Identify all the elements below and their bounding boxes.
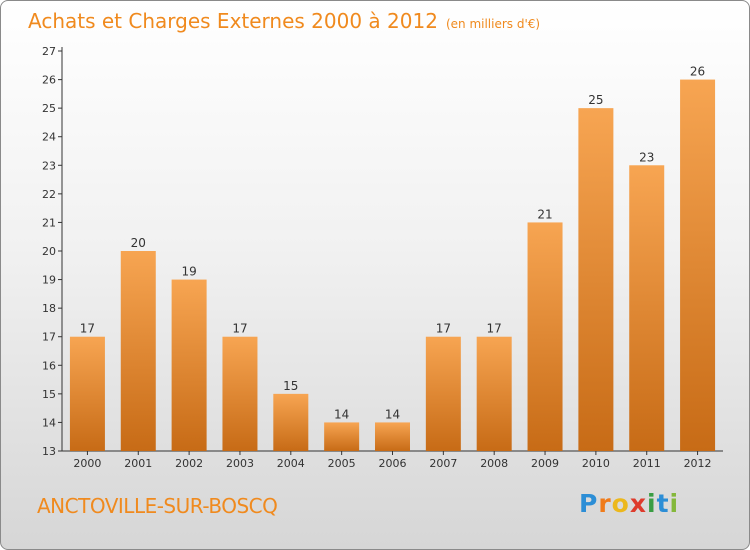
y-tick-label: 17 — [42, 331, 56, 344]
bar — [578, 108, 614, 452]
data-label: 14 — [385, 407, 400, 421]
brand-logo: Proxiti — [579, 489, 679, 518]
x-tick-label: 2004 — [277, 457, 305, 470]
data-label: 17 — [80, 322, 95, 336]
bar — [222, 336, 258, 451]
logo-letter: i — [669, 489, 680, 518]
x-tick-label: 2005 — [328, 457, 356, 470]
y-tick-label: 27 — [42, 45, 56, 58]
x-tick-label: 2011 — [633, 457, 661, 470]
x-tick-label: 2003 — [226, 457, 254, 470]
bar — [324, 422, 360, 451]
logo-letter: x — [629, 489, 647, 518]
x-tick-label: 2010 — [582, 457, 610, 470]
bar — [273, 393, 309, 451]
data-label: 17 — [232, 322, 247, 336]
y-tick-label: 24 — [42, 131, 56, 144]
data-label: 25 — [588, 93, 603, 107]
bar — [375, 422, 410, 451]
x-tick-label: 2008 — [480, 457, 508, 470]
x-tick-label: 2001 — [124, 457, 152, 470]
y-tick-label: 21 — [42, 216, 56, 229]
bar — [425, 336, 461, 451]
x-tick-label: 2012 — [684, 457, 712, 470]
bar — [527, 222, 563, 451]
logo-letter: r — [598, 489, 612, 518]
data-label: 26 — [690, 65, 705, 79]
data-label: 19 — [181, 265, 196, 279]
y-tick-label: 26 — [42, 74, 56, 87]
data-label: 20 — [131, 236, 146, 250]
data-label: 15 — [283, 379, 298, 393]
data-label: 21 — [537, 207, 552, 221]
chart-title: Achats et Charges Externes 2000 à 2012 (e… — [28, 9, 541, 33]
y-tick-label: 16 — [42, 359, 56, 372]
location-label: ANCTOVILLE-SUR-BOSCQ — [37, 494, 278, 518]
bar — [69, 336, 105, 451]
x-tick-label: 2006 — [379, 457, 407, 470]
x-tick-label: 2002 — [175, 457, 203, 470]
y-tick-label: 20 — [42, 245, 56, 258]
y-tick-label: 13 — [42, 445, 56, 458]
bar — [629, 165, 665, 452]
y-tick-label: 18 — [42, 302, 56, 315]
logo-letter: o — [611, 489, 630, 518]
bar — [476, 336, 512, 451]
y-tick-label: 22 — [42, 188, 56, 201]
data-label: 23 — [639, 150, 654, 164]
data-label: 17 — [487, 322, 502, 336]
logo-letter: P — [579, 489, 599, 518]
logo-letter: i — [647, 489, 657, 518]
bar — [120, 251, 156, 451]
logo-letter: t — [656, 489, 670, 518]
x-tick-label: 2000 — [73, 457, 101, 470]
bar — [680, 79, 716, 452]
y-tick-label: 15 — [42, 388, 56, 401]
y-tick-label: 14 — [42, 416, 56, 429]
chart-unit: (en milliers d'€) — [445, 17, 541, 31]
data-label: 17 — [436, 322, 451, 336]
y-tick-label: 23 — [42, 159, 56, 172]
y-tick-label: 25 — [42, 102, 56, 115]
x-tick-label: 2007 — [429, 457, 457, 470]
y-tick-label: 19 — [42, 274, 56, 287]
bar — [171, 279, 207, 451]
x-tick-label: 2009 — [531, 457, 559, 470]
data-label: 14 — [334, 407, 349, 421]
